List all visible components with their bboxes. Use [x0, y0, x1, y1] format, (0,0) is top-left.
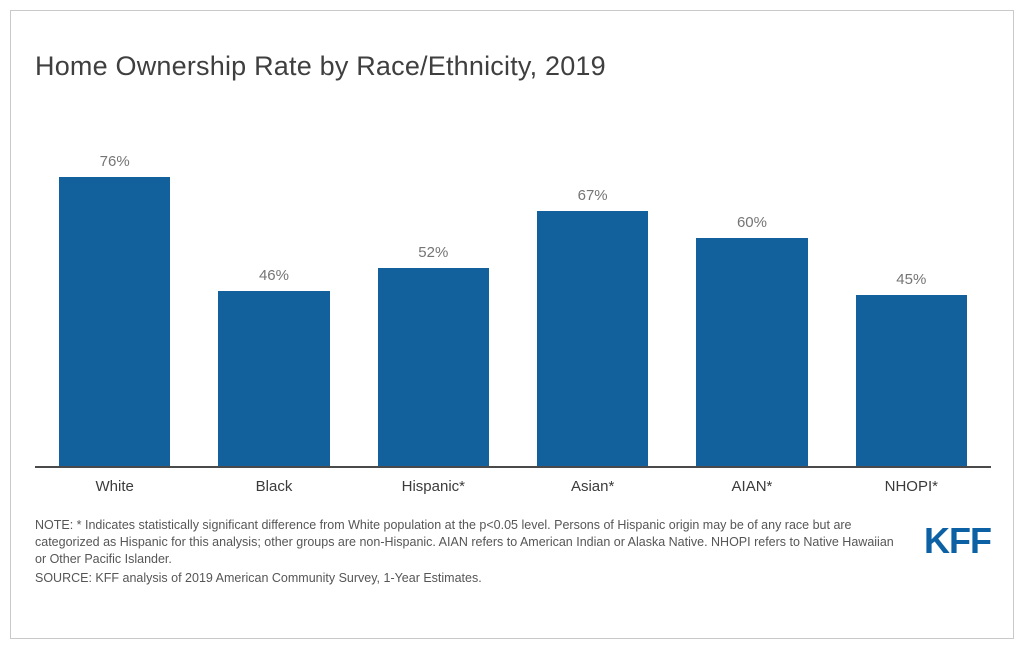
bar	[696, 238, 808, 466]
chart-footer: NOTE: * Indicates statistically signific…	[35, 517, 992, 587]
bar-column: 76%	[35, 153, 194, 466]
bars-container: 76% 46% 52% 67% 60% 45%	[35, 148, 991, 468]
category-label: White	[95, 478, 134, 495]
bar-value-label: 46%	[258, 267, 289, 285]
bar-value-label: 67%	[577, 187, 608, 205]
category-labels: White Black Hispanic* Asian* AIAN* NHOPI*	[35, 468, 991, 495]
bar	[855, 295, 968, 466]
chart-title: Home Ownership Rate by Race/Ethnicity, 2…	[35, 51, 606, 81]
bar-column: 46%	[194, 267, 353, 466]
source-text: SOURCE: KFF analysis of 2019 American Co…	[35, 571, 482, 585]
bar-column: 60%	[672, 214, 831, 466]
bar-value-label: 52%	[418, 244, 449, 262]
notes-block: NOTE: * Indicates statistically signific…	[35, 517, 907, 587]
bar-value-label: 76%	[99, 153, 130, 171]
category-label: Asian*	[570, 478, 615, 495]
note-text: NOTE: * Indicates statistically signific…	[35, 518, 894, 566]
category-label: Hispanic*	[401, 478, 465, 495]
bar	[218, 291, 330, 466]
kff-logo: KFF	[924, 520, 992, 561]
bar	[536, 211, 649, 466]
bar-value-label: 60%	[736, 214, 767, 231]
bar-column: 52%	[354, 244, 513, 466]
bar-column: 67%	[513, 187, 672, 466]
bar-value-label: 45%	[896, 271, 927, 288]
bar-column: 45%	[832, 271, 991, 466]
bar	[377, 268, 490, 466]
category-label: Black	[255, 478, 293, 495]
bar-chart: 76% 46% 52% 67% 60% 45% White Black Hispanic* As…	[35, 148, 991, 495]
category-label: NHOPI*	[884, 478, 938, 495]
category-label: AIAN*	[731, 478, 773, 495]
chart-card: Home Ownership Rate by Race/Ethnicity, 2…	[10, 10, 1014, 639]
bar	[58, 177, 171, 466]
